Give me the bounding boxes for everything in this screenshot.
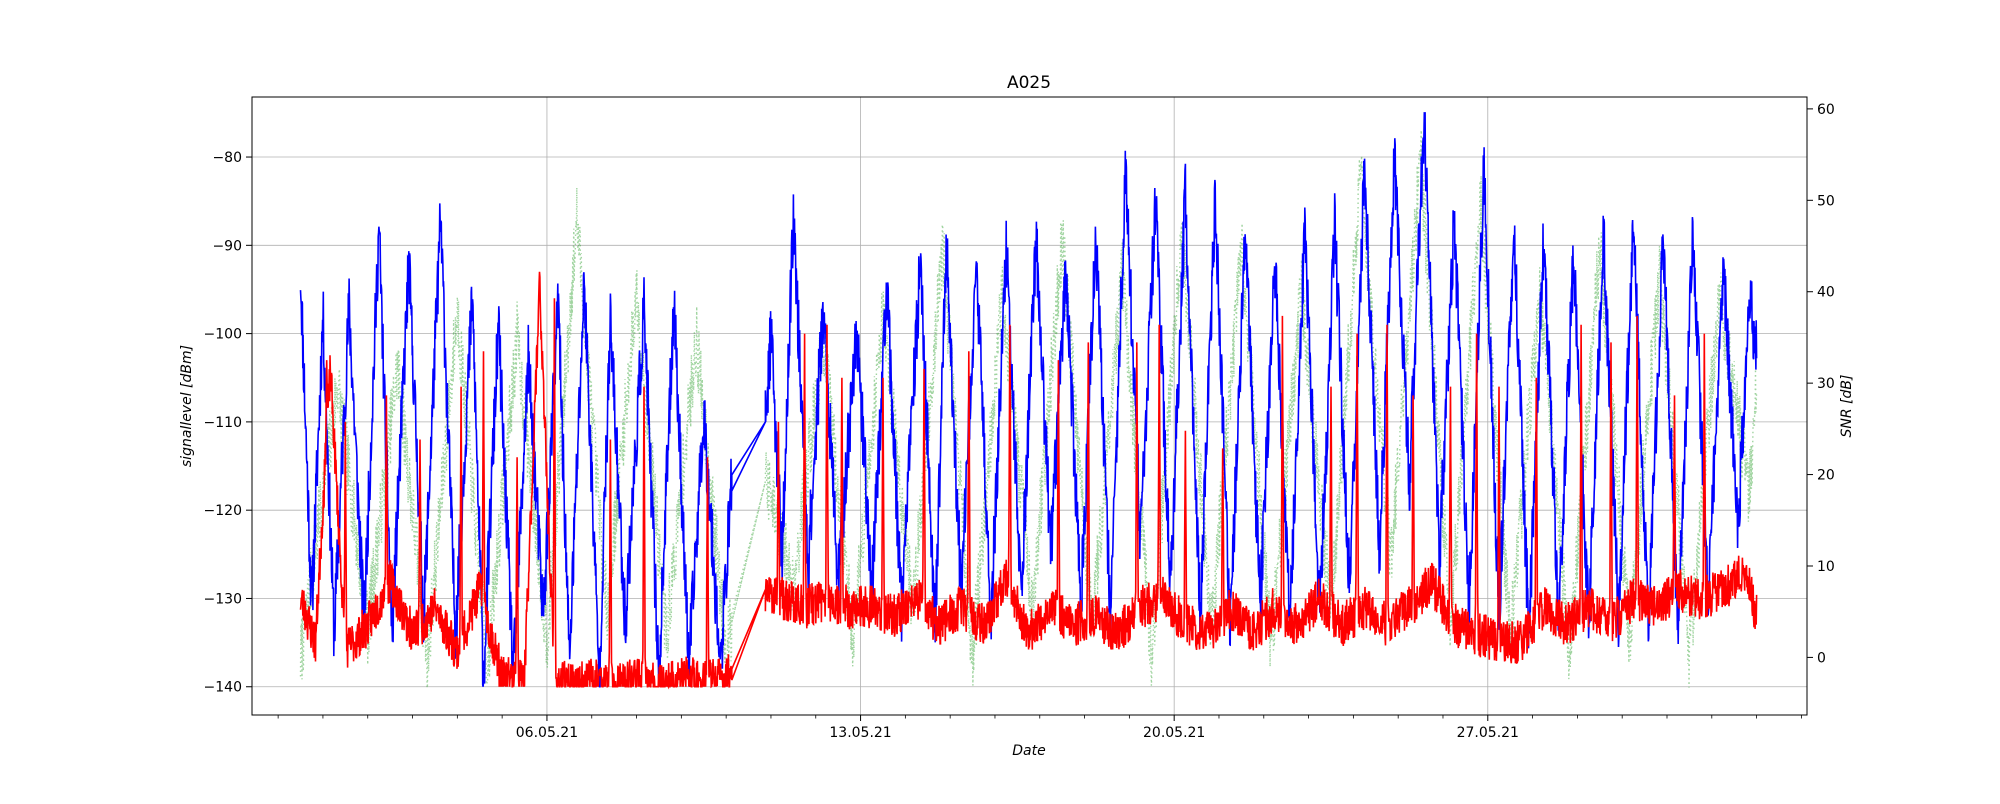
left-y-axis-title: signallevel [dBm] <box>179 345 195 467</box>
left-y-tick-label: −120 <box>204 503 242 519</box>
x-axis-title: Date <box>1012 743 1045 759</box>
snr-series-line <box>299 130 1758 689</box>
plot-frame <box>251 96 1808 716</box>
red-series-line <box>299 271 1758 690</box>
right-y-tick-label: 0 <box>1817 650 1826 666</box>
right-y-axis: 60 50 40 30 20 10 0 <box>1807 102 1835 666</box>
right-y-axis-title: SNR [dB] <box>1839 375 1855 438</box>
right-y-tick-label: 60 <box>1817 102 1835 118</box>
series-layer <box>299 112 1758 690</box>
left-y-tick-label: −80 <box>212 150 242 166</box>
right-y-tick-label: 20 <box>1817 468 1835 484</box>
left-y-tick-label: −130 <box>204 591 242 607</box>
signal-series-line <box>299 112 1758 688</box>
right-y-tick-label: 30 <box>1817 376 1835 392</box>
x-tick-label: 13.05.21 <box>829 725 891 741</box>
x-axis: 06.05.21 13.05.21 20.05.21 27.05.21 <box>277 715 1802 741</box>
left-y-tick-label: −100 <box>204 327 242 343</box>
left-y-tick-label: −110 <box>204 415 242 431</box>
x-tick-label: 27.05.21 <box>1457 725 1519 741</box>
x-tick-label: 20.05.21 <box>1143 725 1205 741</box>
right-y-tick-label: 40 <box>1817 285 1835 301</box>
x-tick-label: 06.05.21 <box>516 725 578 741</box>
left-y-axis: −80 −90 −100 −110 −120 −130 −140 <box>204 150 252 696</box>
chart-title: A025 <box>1007 73 1051 93</box>
left-y-tick-label: −140 <box>204 680 242 696</box>
right-y-tick-label: 50 <box>1817 193 1835 209</box>
right-y-tick-label: 10 <box>1817 559 1835 575</box>
left-y-tick-label: −90 <box>212 238 242 254</box>
